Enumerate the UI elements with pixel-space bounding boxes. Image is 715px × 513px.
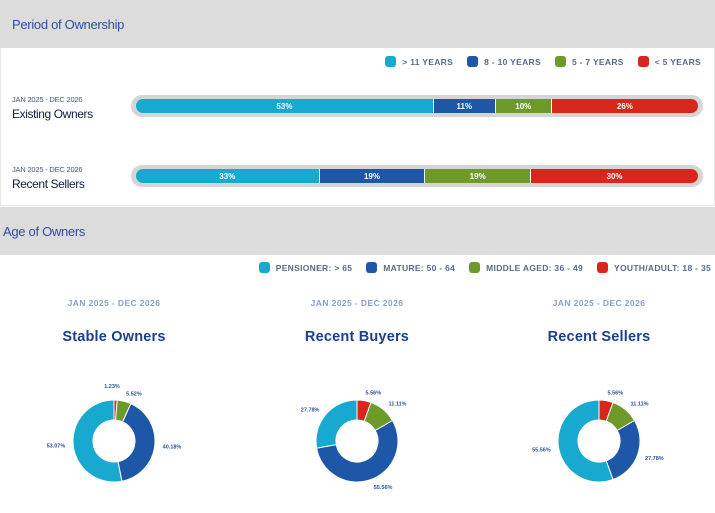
donut-date-range: JAN 2025 - DEC 2026	[552, 298, 646, 308]
ownership-section-header: Period of Ownership	[0, 0, 715, 48]
ownership-legend: > 11 YEARS 8 - 10 YEARS 5 - 7 YEARS < 5 YEA…	[371, 56, 701, 67]
legend-item-pensioner-65: PENSIONER: > 65	[258, 262, 353, 273]
ownership-section-title: Period of Ownership	[12, 16, 125, 32]
donut-slice-pensioner-65	[557, 399, 614, 483]
legend-swatch	[469, 262, 481, 273]
bar-category-label: Existing Owners	[12, 107, 93, 121]
donut-slice-label: 27.78%	[301, 408, 320, 414]
donut-slice-label: 1.23%	[104, 384, 120, 390]
legend-swatch	[597, 262, 608, 273]
legend-label: MIDDLE AGED: 36 - 49	[486, 262, 583, 273]
legend-swatch	[366, 262, 378, 273]
bar-date-range: JAN 2025 - DEC 2026	[12, 95, 83, 104]
legend-swatch	[258, 262, 270, 273]
donut-block-recent-buyers: JAN 2025 - DEC 2026 Recent Buyers 5.56% 11.…	[237, 298, 477, 498]
donut-block-recent-sellers: JAN 2025 - DEC 2026 Recent Sellers 5.56% 11…	[479, 298, 715, 498]
legend-item-11-years: > 11 YEARS	[385, 56, 453, 67]
legend-label: MATURE: 50 - 64	[383, 262, 456, 273]
legend-item-middle-aged-36-49: MIDDLE AGED: 36 - 49	[469, 262, 583, 273]
bar-segment-5-7-years: 19%	[425, 169, 532, 183]
legend-item-mature-50-64: MATURE: 50 - 64	[366, 262, 455, 273]
donut-slice-label: 5.56%	[366, 391, 382, 397]
legend-swatch	[385, 56, 397, 67]
bar-row-recent-sellers: JAN 2025 - DEC 2026 Recent Sellers 33% 19% 1…	[0, 162, 715, 202]
donut-slice-mature-50-64	[117, 402, 156, 482]
donut-date-range: JAN 2025 - DEC 2026	[67, 298, 161, 308]
donut-slice-label: 11.11%	[389, 401, 407, 407]
legend-label: YOUTH/ADULT: 18 - 35	[614, 262, 711, 273]
bar-date-range: JAN 2025 - DEC 2026	[12, 165, 83, 174]
legend-label: 5 - 7 YEARS	[571, 56, 624, 67]
age-section-header: Age of Owners	[0, 207, 715, 255]
donut-chart: 5.56% 11.11% 27.78% 55.56%	[532, 391, 664, 483]
donut-slice-label: 27.78%	[645, 456, 664, 462]
bar-fill-area: 33% 19% 19% 30%	[136, 169, 698, 183]
donut-slice-label: 5.56%	[608, 391, 624, 397]
bar-row-existing-owners: JAN 2025 - DEC 2026 Existing Owners 53% 11%…	[0, 92, 715, 132]
legend-label: PENSIONER: > 65	[275, 262, 353, 273]
donut-chart: 1.23% 5.52% 40.18% 53.07%	[47, 384, 182, 483]
donut-title: Recent Buyers	[304, 329, 410, 345]
legend-label: > 11 YEARS	[402, 56, 454, 67]
bar-segment-11-years: 53%	[136, 99, 434, 113]
legend-label: < 5 YEARS	[654, 56, 701, 67]
bar-segment-8-10-years: 11%	[433, 99, 496, 113]
donut-slice-mature-50-64	[605, 419, 641, 481]
bar-category-label: Recent Sellers	[12, 177, 85, 191]
donut-slice-label: 11.11%	[631, 401, 649, 407]
donut-title: Recent Sellers	[547, 329, 651, 345]
bar-track: 53% 11% 10% 26%	[131, 95, 703, 117]
age-section-title: Age of Owners	[3, 223, 86, 239]
bar-segment-11-years: 33%	[136, 169, 320, 183]
legend-label: 8 - 10 YEARS	[484, 56, 541, 67]
donut-block-stable-owners: JAN 2025 - DEC 2026 Stable Owners 1.23% 5.5…	[0, 298, 234, 498]
donut-slice-pensioner-65	[72, 399, 123, 483]
legend-item-5-years: < 5 YEARS	[637, 56, 701, 67]
legend-swatch	[637, 56, 649, 67]
donut-slice-pensioner-65	[315, 399, 358, 449]
donut-slice-label: 53.07%	[47, 444, 66, 450]
age-legend: PENSIONER: > 65 MATURE: 50 - 64 MIDDLE AGE…	[245, 262, 711, 273]
legend-item-youth-adult-18-35: YOUTH/ADULT: 18 - 35	[597, 262, 711, 273]
donut-slice-label: 55.56%	[374, 485, 393, 491]
donut-slice-label: 5.52%	[126, 392, 142, 398]
donut-slice-label: 40.18%	[163, 445, 182, 451]
bar-segment-5-7-years: 10%	[495, 99, 552, 113]
donut-slice-mature-50-64	[316, 419, 399, 483]
donut-title: Stable Owners	[62, 329, 166, 345]
donut-chart: 5.56% 11.11% 55.56% 27.78%	[301, 391, 407, 491]
bar-fill-area: 53% 11% 10% 26%	[136, 99, 698, 113]
bar-segment-5-years: 30%	[531, 169, 698, 183]
bar-segment-8-10-years: 19%	[319, 169, 426, 183]
legend-item-5-7-years: 5 - 7 YEARS	[554, 56, 624, 67]
legend-swatch	[554, 56, 566, 67]
donut-slice-label: 55.56%	[532, 448, 551, 454]
bar-track: 33% 19% 19% 30%	[131, 165, 703, 187]
bar-segment-5-years: 26%	[551, 99, 698, 113]
donut-date-range: JAN 2025 - DEC 2026	[310, 298, 404, 308]
legend-item-8-10-years: 8 - 10 YEARS	[467, 56, 541, 67]
legend-swatch	[467, 56, 479, 67]
